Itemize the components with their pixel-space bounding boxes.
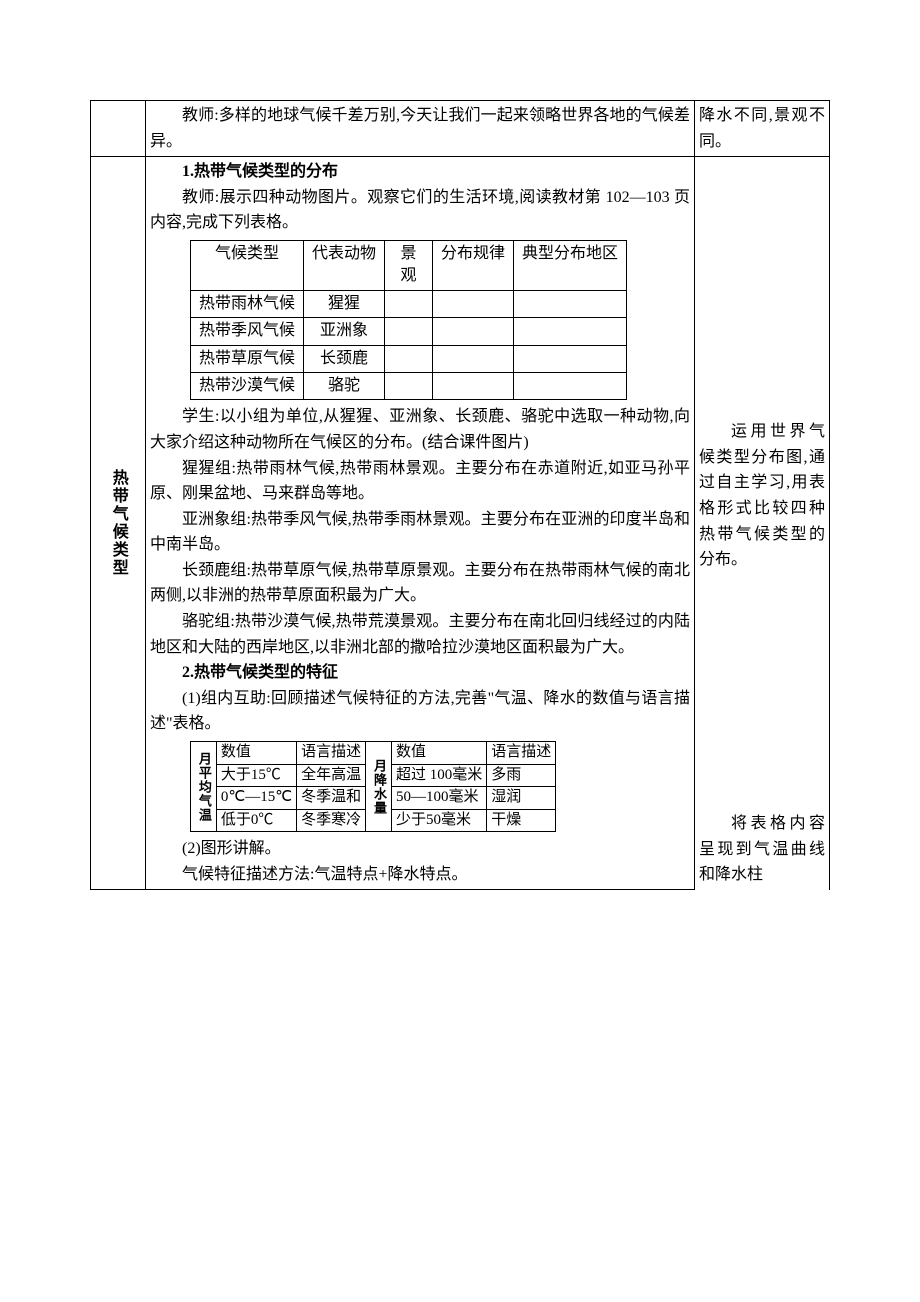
cell: 大于15℃: [216, 764, 296, 787]
side-note-2: 将表格内容呈现到气温曲线和降水柱: [699, 811, 825, 888]
para-xiang: 亚洲象组:热带季风气候,热带季雨林景观。主要分布在亚洲的印度半岛和中南半岛。: [150, 507, 690, 558]
th-landscape: 景观: [385, 240, 433, 290]
cell: 热带季风气候: [191, 318, 304, 345]
tropical-content-cell: 1.热带气候类型的分布 教师:展示四种动物图片。观察它们的生活环境,阅读教材第 …: [146, 157, 695, 890]
cell: [385, 345, 433, 372]
section1-intro: 教师:展示四种动物图片。观察它们的生活环境,阅读教材第 102—103 页内容,…: [150, 185, 690, 236]
cell: 低于0℃: [216, 809, 296, 832]
side-spacer: [699, 159, 825, 419]
cell: [433, 318, 514, 345]
side-note-1: 运用世界气候类型分布图,通过自主学习,用表格形式比较四种热带气候类型的分布。: [699, 419, 825, 573]
temp-precip-table: 月平均气温 数值 语言描述 月降水量 数值 语言描述 大于15℃ 全年高温 超过…: [190, 741, 556, 832]
cell: 0℃—15℃: [216, 787, 296, 810]
cell: 少于50毫米: [392, 809, 487, 832]
tropical-label-cell: 热带气候类型: [91, 157, 146, 890]
section2-title: 2.热带气候类型的特征: [150, 660, 690, 686]
cell: 50—100毫米: [392, 787, 487, 810]
section2-item1: (1)组内互助:回顾描述气候特征的方法,完善"气温、降水的数值与语言描述"表格。: [150, 686, 690, 737]
th-desc1: 语言描述: [297, 742, 366, 765]
tropical-side-cell: 运用世界气候类型分布图,通过自主学习,用表格形式比较四种热带气候类型的分布。 将…: [695, 157, 830, 890]
vhead-precip: 月降水量: [366, 742, 392, 832]
cell: 干燥: [487, 809, 556, 832]
vhead-temp-text: 月平均气温: [195, 752, 212, 822]
th-climate: 气候类型: [191, 240, 304, 290]
para-luotuo: 骆驼组:热带沙漠气候,热带荒漠景观。主要分布在南北回归线经过的内陆地区和大陆的西…: [150, 609, 690, 660]
table-row: 月平均气温 数值 语言描述 月降水量 数值 语言描述: [191, 742, 556, 765]
para-xingxing: 猩猩组:热带雨林气候,热带雨林景观。主要分布在赤道附近,如亚马孙平原、刚果盆地、…: [150, 456, 690, 507]
cell: [433, 372, 514, 399]
intro-label-cell: [91, 101, 146, 157]
table-row: 热带草原气候 长颈鹿: [191, 345, 627, 372]
intro-side-text: 降水不同,景观不同。: [699, 107, 825, 150]
vhead-temp: 月平均气温: [191, 742, 217, 832]
cell: 猩猩: [304, 290, 385, 317]
cell: [514, 290, 627, 317]
cell: 长颈鹿: [304, 345, 385, 372]
row-tropical: 热带气候类型 1.热带气候类型的分布 教师:展示四种动物图片。观察它们的生活环境…: [91, 157, 830, 890]
intro-side-cell: 降水不同,景观不同。: [695, 101, 830, 157]
cell: [433, 290, 514, 317]
cell: 全年高温: [297, 764, 366, 787]
lesson-outer-table: 教师:多样的地球气候千差万别,今天让我们一起来领略世界各地的气候差异。 降水不同…: [90, 100, 830, 890]
section2-item3: 气候特征描述方法:气温特点+降水特点。: [150, 862, 690, 888]
cell: 超过 100毫米: [392, 764, 487, 787]
cell: [385, 372, 433, 399]
cell: 骆驼: [304, 372, 385, 399]
table-row: 气候类型 代表动物 景观 分布规律 典型分布地区: [191, 240, 627, 290]
th-region: 典型分布地区: [514, 240, 627, 290]
cell: [514, 345, 627, 372]
intro-teacher-line: 教师:多样的地球气候千差万别,今天让我们一起来领略世界各地的气候差异。: [150, 103, 690, 154]
th-pattern: 分布规律: [433, 240, 514, 290]
row-intro: 教师:多样的地球气候千差万别,今天让我们一起来领略世界各地的气候差异。 降水不同…: [91, 101, 830, 157]
cell: [385, 318, 433, 345]
cell: 多雨: [487, 764, 556, 787]
cell: 亚洲象: [304, 318, 385, 345]
cell: 热带雨林气候: [191, 290, 304, 317]
section1-title: 1.热带气候类型的分布: [150, 159, 690, 185]
table-row: 热带雨林气候 猩猩: [191, 290, 627, 317]
para-lu: 长颈鹿组:热带草原气候,热带草原景观。主要分布在热带雨林气候的南北两侧,以非洲的…: [150, 558, 690, 609]
cell: 冬季温和: [297, 787, 366, 810]
th-animal: 代表动物: [304, 240, 385, 290]
cell: 湿润: [487, 787, 556, 810]
cell: 热带沙漠气候: [191, 372, 304, 399]
cell: [514, 372, 627, 399]
cell: [514, 318, 627, 345]
th-desc2: 语言描述: [487, 742, 556, 765]
cell: 冬季寒冷: [297, 809, 366, 832]
cell: 热带草原气候: [191, 345, 304, 372]
intro-content-cell: 教师:多样的地球气候千差万别,今天让我们一起来领略世界各地的气候差异。: [146, 101, 695, 157]
section2-item2: (2)图形讲解。: [150, 836, 690, 862]
th-value2: 数值: [392, 742, 487, 765]
climate-animal-table: 气候类型 代表动物 景观 分布规律 典型分布地区 热带雨林气候 猩猩 热带季风气…: [190, 240, 627, 400]
cell: [385, 290, 433, 317]
table-row: 热带季风气候 亚洲象: [191, 318, 627, 345]
vhead-precip-text: 月降水量: [370, 759, 387, 815]
th-value1: 数值: [216, 742, 296, 765]
tropical-label: 热带气候类型: [105, 469, 131, 577]
cell: [433, 345, 514, 372]
para-student: 学生:以小组为单位,从猩猩、亚洲象、长颈鹿、骆驼中选取一种动物,向大家介绍这种动…: [150, 404, 690, 455]
table-row: 热带沙漠气候 骆驼: [191, 372, 627, 399]
